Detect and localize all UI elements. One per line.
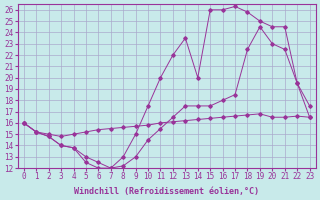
X-axis label: Windchill (Refroidissement éolien,°C): Windchill (Refroidissement éolien,°C)	[74, 187, 259, 196]
